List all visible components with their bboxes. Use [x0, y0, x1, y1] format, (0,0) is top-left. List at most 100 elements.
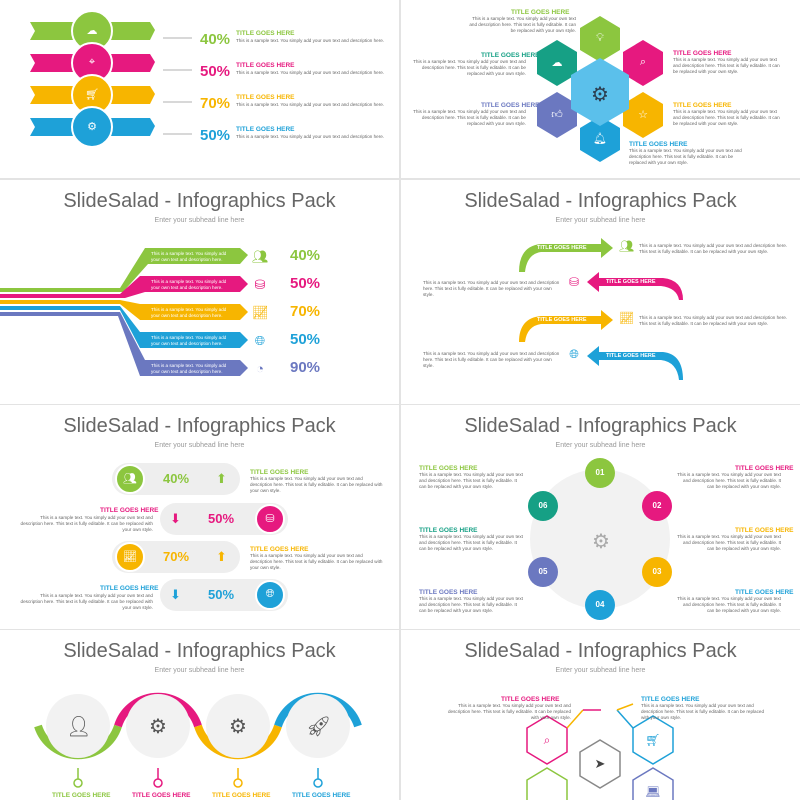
slide-circular-cycle[interactable]: SlideSalad - Infographics Pack Enter you…	[401, 405, 800, 629]
cycle-graphic	[528, 458, 672, 620]
thumbs-up-icon: 👍︎	[551, 109, 563, 121]
percent-2: 50%	[208, 511, 235, 526]
item-title: TITLE GOES HERE	[151, 328, 201, 334]
percent-3: 70%	[290, 303, 321, 320]
ribbon-graphic	[30, 10, 192, 148]
item-title: TITLE GOES HERE	[292, 792, 351, 799]
arrow-down-icon: ⬇	[170, 511, 181, 526]
item-title: TITLE GOES HERE	[501, 696, 560, 703]
slide-arrow-bars[interactable]: SlideSalad - Infographics Pack Enter you…	[0, 180, 399, 404]
item-body: This is a sample text. You simply add yo…	[151, 335, 227, 347]
search-icon: ⌕	[639, 56, 647, 68]
item-title: TITLE GOES HERE	[236, 62, 295, 69]
step-number: 04	[595, 600, 605, 609]
item-title: TITLE GOES HERE	[100, 507, 159, 514]
pill-graphic	[112, 463, 288, 611]
pie-icon: ◔	[256, 361, 264, 376]
item-body: This is a sample text. You simply add yo…	[151, 251, 227, 263]
gears-icon: ⚙	[229, 716, 247, 738]
item-title: TITLE GOES HERE	[537, 245, 587, 251]
item-body: This is a sample text. You simply add yo…	[250, 476, 383, 494]
slide-pill-percent[interactable]: SlideSalad - Infographics Pack Enter you…	[0, 405, 399, 629]
item-title: TITLE GOES HERE	[673, 102, 732, 109]
item-title: TITLE GOES HERE	[236, 30, 295, 37]
item-body: This is a sample text. You simply add yo…	[639, 315, 788, 327]
item-body: This is a sample text. You simply add yo…	[641, 703, 764, 721]
item-title: TITLE GOES HERE	[419, 589, 478, 596]
item-body: This is a sample text. You simply add yo…	[677, 472, 781, 490]
item-title: TITLE GOES HERE	[151, 272, 201, 278]
item-body: This is a sample text. You simply add yo…	[236, 102, 385, 107]
item-title: TITLE GOES HERE	[52, 792, 111, 799]
people-icon: 👥︎	[619, 239, 635, 253]
slide-subhead: Enter your subhead line here	[154, 667, 245, 674]
item-title: TITLE GOES HERE	[511, 9, 570, 16]
globe-icon: 🌐︎	[265, 588, 275, 600]
percent-4: 50%	[208, 587, 235, 602]
slide-circle-steps[interactable]: SlideSalad - Infographics Pack Enter you…	[0, 630, 399, 800]
curved-arrows-graphic	[519, 238, 683, 380]
item-title: TITLE GOES HERE	[419, 527, 478, 534]
item-body: This is a sample text. You simply add yo…	[151, 363, 227, 375]
hex-outline-graphic	[526, 703, 674, 800]
rocket-screen-icon: 🚀︎	[306, 716, 332, 738]
people-icon: 👥︎	[123, 473, 137, 485]
slide-hexagon-outline[interactable]: SlideSalad - Infographics Pack Enter you…	[401, 630, 800, 800]
item-body: This is a sample text. You simply add yo…	[639, 243, 788, 255]
item-title: TITLE GOES HERE	[735, 465, 794, 472]
item-body: This is a sample text. You simply add yo…	[20, 515, 153, 533]
item-title: TITLE GOES HERE	[641, 696, 700, 703]
item-body: This is a sample text. You simply add yo…	[677, 534, 781, 552]
slide-title: SlideSalad - Infographics Pack	[464, 190, 737, 212]
item-body: This is a sample text. You simply add yo…	[448, 703, 571, 721]
slide-curved-arrows[interactable]: SlideSalad - Infographics Pack Enter you…	[401, 180, 800, 404]
database-icon: ⛁	[254, 277, 266, 292]
percent-5: 90%	[290, 359, 321, 376]
item-title: TITLE GOES HERE	[100, 585, 159, 592]
item-title: TITLE GOES HERE	[151, 244, 201, 250]
item-title: TITLE GOES HERE	[132, 792, 191, 799]
item-title: TITLE GOES HERE	[250, 469, 309, 476]
item-body: This is a sample text. You simply add yo…	[423, 280, 560, 298]
chart-icon: 📈︎	[252, 305, 269, 320]
item-body: This is a sample text. You simply add yo…	[419, 534, 523, 552]
people-icon: 👥︎	[252, 249, 269, 264]
arrow-bars-graphic	[0, 248, 248, 376]
item-title: TITLE GOES HERE	[236, 126, 295, 133]
step-number: 01	[595, 468, 605, 477]
slide-subhead: Enter your subhead line here	[154, 217, 245, 224]
percent-1: 40%	[200, 31, 231, 48]
item-title: TITLE GOES HERE	[151, 356, 201, 362]
percent-3: 70%	[200, 95, 231, 112]
arrow-up-icon: ⬆	[216, 549, 227, 564]
item-body: This is a sample text. You simply add yo…	[629, 148, 742, 166]
slide-ribbon-percent[interactable]: ☁ ⌖ 🛒︎ ⚙ 40% 50% 70% 50% TITLE GOES HERE…	[0, 0, 399, 178]
item-body: This is a sample text. You simply add yo…	[673, 57, 780, 75]
item-body: This is a sample text. You simply add yo…	[151, 279, 227, 291]
globe-icon: 🌐︎	[254, 333, 266, 348]
step-number: 05	[538, 567, 548, 576]
slide-title: SlideSalad - Infographics Pack	[63, 190, 336, 212]
item-body: This is a sample text. You simply add yo…	[236, 134, 385, 139]
arrow-up-icon: ⬆	[216, 471, 227, 486]
item-title: TITLE GOES HERE	[735, 527, 794, 534]
percent-1: 40%	[163, 471, 190, 486]
item-body: This is a sample text. You simply add yo…	[151, 307, 227, 319]
cloud-icon: ☁	[551, 57, 563, 69]
item-title: TITLE GOES HERE	[236, 94, 295, 101]
item-body: This is a sample text. You simply add yo…	[236, 38, 385, 43]
chart-icon: 📈︎	[123, 551, 137, 563]
item-body: This is a sample text. You simply add yo…	[423, 351, 560, 369]
send-icon: ➤	[594, 756, 606, 771]
arrow-down-icon: ⬇	[170, 587, 181, 602]
slide-subhead: Enter your subhead line here	[555, 442, 646, 449]
gear-icon: ⚙	[87, 121, 97, 133]
database-icon: ⛁	[568, 275, 580, 289]
item-title: TITLE GOES HERE	[419, 465, 478, 472]
bell-icon: 🔔︎	[593, 133, 607, 145]
item-title: TITLE GOES HERE	[606, 353, 656, 359]
slide-title: SlideSalad - Infographics Pack	[63, 415, 336, 437]
head-gears-icon: ⚙	[149, 716, 167, 738]
item-body: This is a sample text. You simply add yo…	[419, 472, 523, 490]
slide-hexagon-cluster[interactable]: 💡︎ ⌕ ☆ 🔔︎ 👍︎ ☁ ⚙ TITLE GOES HERE This is…	[401, 0, 800, 178]
